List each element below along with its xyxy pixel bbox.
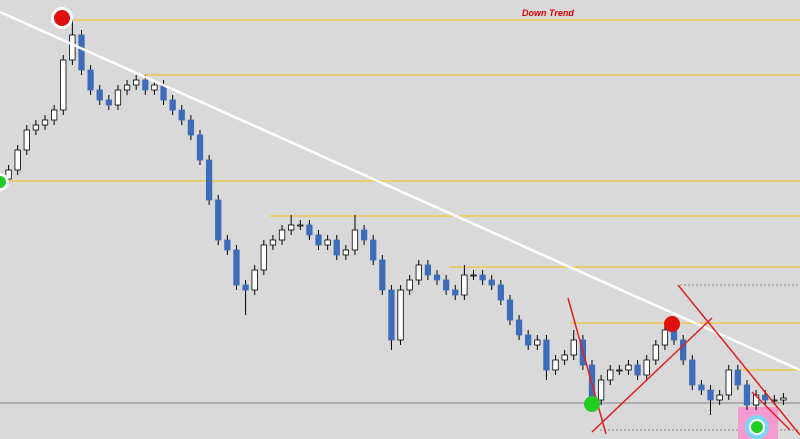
candle-body xyxy=(488,279,495,286)
candle-body xyxy=(443,279,450,291)
candle-body xyxy=(743,384,751,406)
channel-line xyxy=(567,297,607,435)
candle-body xyxy=(707,389,714,401)
candle-body xyxy=(698,384,705,391)
channel-line xyxy=(751,391,791,431)
candle-body xyxy=(506,299,514,321)
candle-body xyxy=(680,339,687,361)
candle-body xyxy=(525,334,532,346)
candle-body xyxy=(123,84,131,91)
annotation: Down Trend xyxy=(522,8,574,18)
candle-body xyxy=(543,339,550,371)
candle-body xyxy=(5,169,12,180)
candle-body xyxy=(424,264,432,276)
candle-body xyxy=(570,339,577,356)
candle-body xyxy=(242,284,249,291)
candle-body xyxy=(716,394,723,401)
candle-body xyxy=(151,84,158,91)
candle-body xyxy=(133,79,140,86)
candle-body xyxy=(607,369,614,381)
candle-body xyxy=(415,264,422,281)
candle-body xyxy=(388,289,395,341)
candle-body xyxy=(333,239,340,256)
trend-line xyxy=(0,10,800,372)
candle-body xyxy=(752,394,760,406)
candle-body xyxy=(534,339,541,346)
candle-body xyxy=(406,279,413,291)
candle-body xyxy=(260,244,267,271)
candle-body xyxy=(315,234,322,246)
candle-body xyxy=(196,134,204,161)
candle-body xyxy=(616,369,623,372)
candle-body xyxy=(87,69,94,91)
candle-body xyxy=(60,59,67,111)
sell-signal xyxy=(54,10,70,26)
candle-body xyxy=(69,34,76,61)
candle-body xyxy=(23,129,30,151)
candle-body xyxy=(105,99,112,106)
candle-body xyxy=(515,319,523,336)
candle-body xyxy=(178,109,185,121)
candle-body xyxy=(370,239,377,261)
buy-signal xyxy=(584,396,600,412)
candle-body xyxy=(297,224,304,227)
candle-body xyxy=(114,89,122,106)
candle-body xyxy=(561,354,568,361)
candle-body xyxy=(78,34,85,71)
candle-body xyxy=(625,364,632,371)
candle-body xyxy=(689,359,696,386)
candle-body xyxy=(251,269,258,291)
candle-body xyxy=(96,89,103,101)
candle-body xyxy=(215,199,222,241)
candle-body xyxy=(342,249,349,256)
candle-body xyxy=(379,259,386,291)
candle-body xyxy=(142,79,149,91)
candle-body xyxy=(461,274,468,296)
channel-line xyxy=(591,317,713,433)
candle-body xyxy=(725,369,732,396)
candle-body xyxy=(14,149,21,171)
candle-body xyxy=(734,369,741,386)
candle-body xyxy=(497,284,504,301)
candle-body xyxy=(233,249,240,286)
candle-body xyxy=(169,99,176,111)
candle-body xyxy=(351,229,359,251)
candle-body xyxy=(470,274,477,277)
candle-body xyxy=(552,359,559,371)
candle-body xyxy=(205,159,213,201)
channel-line xyxy=(677,284,800,436)
candle-body xyxy=(597,379,605,401)
candle-body xyxy=(187,119,195,136)
candle-body xyxy=(643,359,650,376)
candle-body xyxy=(288,224,295,231)
candle-body xyxy=(32,124,40,131)
candle-body xyxy=(278,229,286,241)
candle-body xyxy=(479,274,486,281)
candle-body xyxy=(360,229,368,241)
candle-body xyxy=(51,109,58,121)
candle-body xyxy=(634,364,641,376)
candle-body xyxy=(41,119,49,126)
candle-body xyxy=(306,224,313,236)
candle-body xyxy=(269,239,277,246)
candle-body xyxy=(224,239,231,251)
candle-body xyxy=(762,394,769,401)
buy-signal xyxy=(751,421,763,433)
candle-body xyxy=(452,289,459,296)
candle-body xyxy=(433,274,441,281)
candle-body xyxy=(652,344,659,361)
candle-body xyxy=(661,329,669,346)
sell-signal xyxy=(664,316,680,332)
buy-signal xyxy=(0,176,6,188)
candle-body xyxy=(324,239,331,246)
candle-body xyxy=(397,289,404,341)
candle-body xyxy=(780,397,787,401)
